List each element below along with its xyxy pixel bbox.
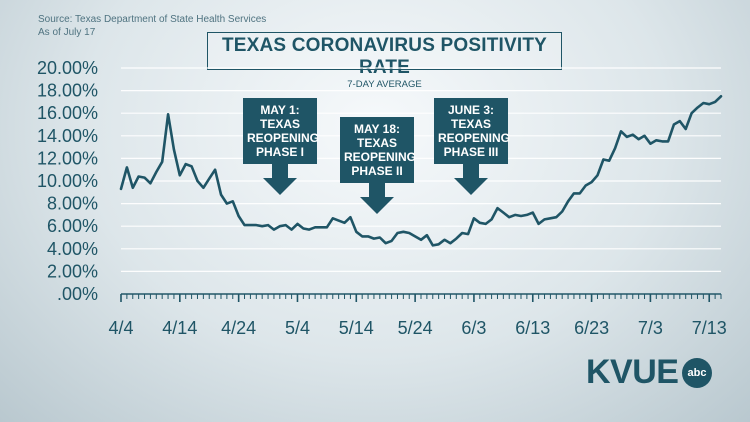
annotation-label: MAY 1: TEXAS REOPENING PHASE I <box>243 98 320 164</box>
annotation-line: TEXAS <box>450 117 491 131</box>
x-tick-label: 4/4 <box>108 318 133 338</box>
chart-subtitle: 7-DAY AVERAGE <box>347 79 422 90</box>
x-tick-label: 6/23 <box>574 318 609 338</box>
annotation-line: REOPENING <box>247 131 320 145</box>
chart-title-box: TEXAS CORONAVIRUS POSITIVITY RATE 7-DAY … <box>207 32 562 90</box>
y-tick-label: 14.00% <box>37 126 98 146</box>
down-arrow-icon <box>454 178 488 195</box>
annotation-line: TEXAS <box>356 136 397 150</box>
y-tick-label: 12.00% <box>37 148 98 168</box>
annotation-line: REOPENING <box>438 131 511 145</box>
annotation-line: JUNE 3: <box>447 103 494 117</box>
x-tick-label: 7/3 <box>638 318 663 338</box>
arrow-stem <box>272 164 288 178</box>
down-arrow-icon <box>360 197 394 214</box>
x-tick-label: 6/13 <box>515 318 550 338</box>
y-tick-label: 16.00% <box>37 103 98 123</box>
annotation-label: JUNE 3: TEXAS REOPENING PHASE III <box>434 98 511 164</box>
arrow-stem <box>369 183 385 197</box>
y-tick-label: 8.00% <box>47 194 98 214</box>
as-of-line: As of July 17 <box>38 27 96 38</box>
annotation-line: MAY 18: <box>353 122 401 136</box>
x-tick-label: 5/4 <box>285 318 310 338</box>
x-tick-label: 7/13 <box>692 318 727 338</box>
annotation-line: PHASE III <box>443 145 499 159</box>
annotation-line: TEXAS <box>259 117 300 131</box>
kvue-logo: KVUE <box>586 353 679 391</box>
annotation-label: MAY 18: TEXAS REOPENING PHASE II <box>340 117 417 183</box>
annotation-line: PHASE II <box>351 164 403 178</box>
source-note: Source: Texas Department of State Health… <box>38 13 266 39</box>
x-tick-label: 4/24 <box>221 318 256 338</box>
arrow-stem <box>463 164 479 178</box>
y-tick-label: 18.00% <box>37 81 98 101</box>
annotation-phase-3: JUNE 3: TEXAS REOPENING PHASE III <box>434 98 511 195</box>
x-tick-label: 4/14 <box>162 318 197 338</box>
x-tick-label: 5/24 <box>398 318 433 338</box>
abc-logo-icon: abc <box>682 358 712 388</box>
y-tick-label: .00% <box>57 284 98 304</box>
x-tick-label: 6/3 <box>461 318 486 338</box>
y-tick-label: 2.00% <box>47 261 98 281</box>
source-line: Source: Texas Department of State Health… <box>38 14 267 25</box>
y-tick-label: 10.00% <box>37 171 98 191</box>
y-tick-label: 20.00% <box>37 58 98 78</box>
annotation-phase-1: MAY 1: TEXAS REOPENING PHASE I <box>243 98 320 195</box>
down-arrow-icon <box>263 178 297 195</box>
series-line <box>119 95 723 247</box>
y-tick-label: 6.00% <box>47 216 98 236</box>
annotation-phase-2: MAY 18: TEXAS REOPENING PHASE II <box>340 117 417 214</box>
y-tick-label: 4.00% <box>47 239 98 259</box>
annotation-line: MAY 1: <box>260 103 300 117</box>
annotation-line: PHASE I <box>255 145 304 159</box>
x-tick-label: 5/14 <box>339 318 374 338</box>
annotation-line: REOPENING <box>344 150 417 164</box>
